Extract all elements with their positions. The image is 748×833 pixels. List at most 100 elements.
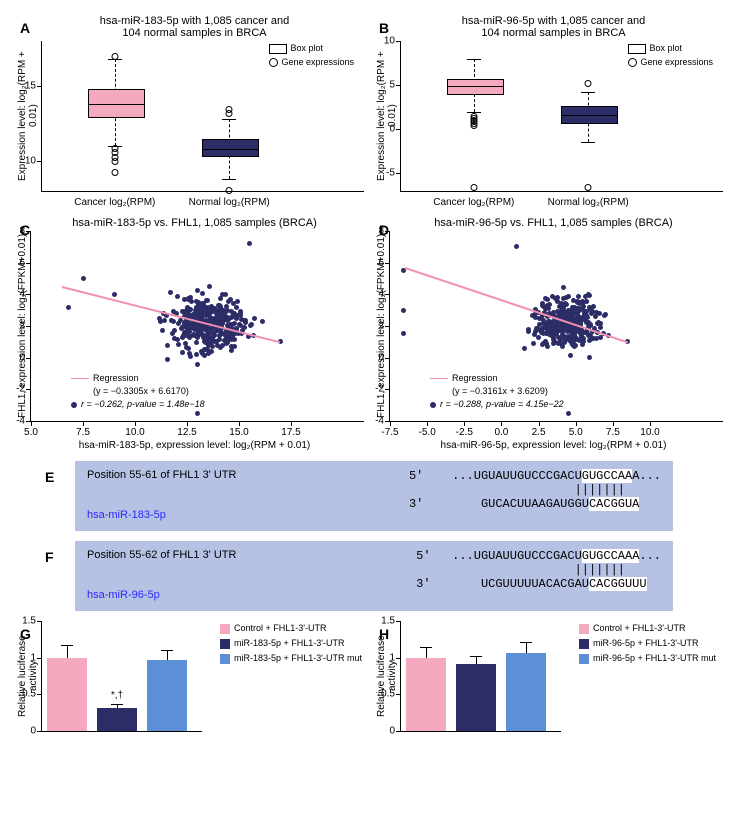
outlier bbox=[111, 145, 118, 152]
xtick-label: -5.0 bbox=[419, 421, 436, 438]
ytick-label: 0 bbox=[389, 124, 401, 135]
outlier bbox=[585, 80, 592, 87]
x-category: Normal log₂(RPM) bbox=[189, 191, 270, 208]
panel-A-label: A bbox=[20, 20, 30, 36]
scatter-dot bbox=[560, 303, 565, 308]
panelF-label: F bbox=[45, 549, 54, 565]
bar-0 bbox=[406, 658, 446, 731]
ytick-label: 6 bbox=[378, 257, 390, 268]
scatter-dot bbox=[568, 353, 573, 358]
bar-2 bbox=[506, 653, 546, 731]
xtick-label: 2.5 bbox=[532, 421, 546, 438]
ytick-label: 8 bbox=[378, 226, 390, 237]
seq-target: 5' ...UGUAUUGUCCCGACUGUGCCAAA... bbox=[416, 549, 661, 563]
seq-panels: EPosition 55-61 of FHL1 3' UTRhsa-miR-18… bbox=[75, 461, 673, 611]
scatter-dot bbox=[202, 327, 207, 332]
scatter-dot bbox=[195, 411, 200, 416]
ytick-label: 1 bbox=[30, 652, 42, 663]
panelB-title: hsa-miR-96-5p with 1,085 cancer and104 n… bbox=[374, 15, 733, 39]
panelA-legend: Box plotGene expressions bbox=[269, 41, 354, 69]
panelH-plot: 00.511.5 bbox=[400, 621, 561, 732]
scatter-dot bbox=[536, 327, 541, 332]
ytick-label: 4 bbox=[378, 289, 390, 300]
panelA-ylabel: Expression level: log₂(RPM + 0.01) bbox=[15, 41, 41, 191]
scatter-dot bbox=[175, 337, 180, 342]
panel-E: EPosition 55-61 of FHL1 3' UTRhsa-miR-18… bbox=[75, 461, 673, 531]
scatter-dot bbox=[591, 304, 596, 309]
seq-mir-name: hsa-miR-183-5p bbox=[87, 509, 236, 521]
panelD-plot: -4-202468-7.5-5.0-2.50.02.55.07.510.0Reg… bbox=[389, 231, 723, 422]
seq-align: ||||||| bbox=[409, 483, 661, 497]
legend-item: miR-183-5p + FHL1-3'-UTR bbox=[220, 636, 362, 651]
scatter-dot bbox=[249, 322, 254, 327]
seq-target: 5' ...UGUAUUGUCCCGACUGUGCCAAA... bbox=[409, 469, 661, 483]
seq-align: ||||||| bbox=[416, 563, 661, 577]
panelE-label: E bbox=[45, 469, 54, 485]
scatter-dot bbox=[584, 320, 589, 325]
seq-position: Position 55-61 of FHL1 3' UTR bbox=[87, 469, 236, 481]
significance: *,† bbox=[111, 690, 123, 701]
bar-1 bbox=[97, 708, 137, 731]
scatter-dot bbox=[560, 344, 565, 349]
scatter-dot bbox=[575, 317, 580, 322]
scatter-dot bbox=[603, 312, 608, 317]
bar-2 bbox=[147, 660, 187, 731]
legend-item: miR-96-5p + FHL1-3'-UTR mut bbox=[579, 651, 716, 666]
ytick-label: 0.5 bbox=[22, 689, 42, 700]
panelC-stat-legend: Regression(y = −0.3305x + 6.6170)r = −0.… bbox=[71, 372, 205, 411]
xtick-label: 7.5 bbox=[76, 421, 90, 438]
ytick-label: 10 bbox=[384, 36, 401, 47]
panelG-legend: Control + FHL1-3'-UTRmiR-183-5p + FHL1-3… bbox=[212, 621, 362, 666]
ytick-label: -2 bbox=[16, 384, 31, 395]
panel-G: G Relative luciferaseactivity00.511.5*,†… bbox=[15, 621, 374, 732]
seq-mir: 3' UCGUUUUUACACGAUCACGGUUU bbox=[416, 577, 661, 591]
xtick-label: 15.0 bbox=[229, 421, 248, 438]
scatter-dot bbox=[165, 357, 170, 362]
panel-B: B hsa-miR-96-5p with 1,085 cancer and104… bbox=[374, 15, 733, 192]
scatter-dot bbox=[536, 335, 541, 340]
scatter-dot bbox=[162, 318, 167, 323]
panel-A: A hsa-miR-183-5p with 1,085 cancer and10… bbox=[15, 15, 374, 192]
scatter-dot bbox=[207, 284, 212, 289]
scatter-dot bbox=[81, 276, 86, 281]
scatter-dot bbox=[572, 334, 577, 339]
scatter-dot bbox=[586, 292, 591, 297]
scatter-dot bbox=[574, 306, 579, 311]
legend-item: Control + FHL1-3'-UTR bbox=[579, 621, 716, 636]
scatter-dot bbox=[178, 318, 183, 323]
scatter-dot bbox=[561, 285, 566, 290]
ytick-label: 0 bbox=[19, 352, 31, 363]
ytick-label: 0 bbox=[378, 352, 390, 363]
row-boxplots: A hsa-miR-183-5p with 1,085 cancer and10… bbox=[15, 15, 733, 192]
scatter-dot bbox=[587, 355, 592, 360]
scatter-dot bbox=[180, 350, 185, 355]
bar-0 bbox=[47, 658, 87, 731]
scatter-dot bbox=[228, 297, 233, 302]
panelH-legend: Control + FHL1-3'-UTR miR-96-5p + FHL1-3'… bbox=[571, 621, 716, 666]
scatter-dot bbox=[187, 329, 192, 334]
scatter-dot bbox=[565, 326, 570, 331]
x-category: Normal log₂(RPM) bbox=[548, 191, 629, 208]
scatter-dot bbox=[191, 312, 196, 317]
panelD-xlabel: hsa-miR-96-5p, expression level: log₂(RP… bbox=[374, 440, 733, 451]
ytick-label: 5 bbox=[389, 80, 401, 91]
box-1 bbox=[561, 106, 618, 124]
scatter-dot bbox=[175, 294, 180, 299]
xtick-label: 7.5 bbox=[606, 421, 620, 438]
scatter-dot bbox=[201, 313, 206, 318]
scatter-dot bbox=[545, 344, 550, 349]
panelD-stat-legend: Regression(y = −0.3161x + 3.6209)r = −0.… bbox=[430, 372, 564, 411]
scatter-dot bbox=[202, 353, 207, 358]
seq-position: Position 55-62 of FHL1 3' UTR bbox=[87, 549, 236, 561]
ytick-label: 2 bbox=[19, 321, 31, 332]
bar-1 bbox=[456, 664, 496, 731]
seq-mir: 3' GUCACUUAAGAUGGUCACGGUA bbox=[409, 497, 661, 511]
scatter-dot bbox=[587, 338, 592, 343]
xtick-label: 5.0 bbox=[569, 421, 583, 438]
scatter-dot bbox=[181, 334, 186, 339]
box-0 bbox=[447, 79, 504, 95]
panel-B-label: B bbox=[379, 20, 389, 36]
ytick-label: 10 bbox=[25, 156, 42, 167]
panelB-legend: Box plotGene expressions bbox=[628, 41, 713, 69]
scatter-dot bbox=[587, 305, 592, 310]
